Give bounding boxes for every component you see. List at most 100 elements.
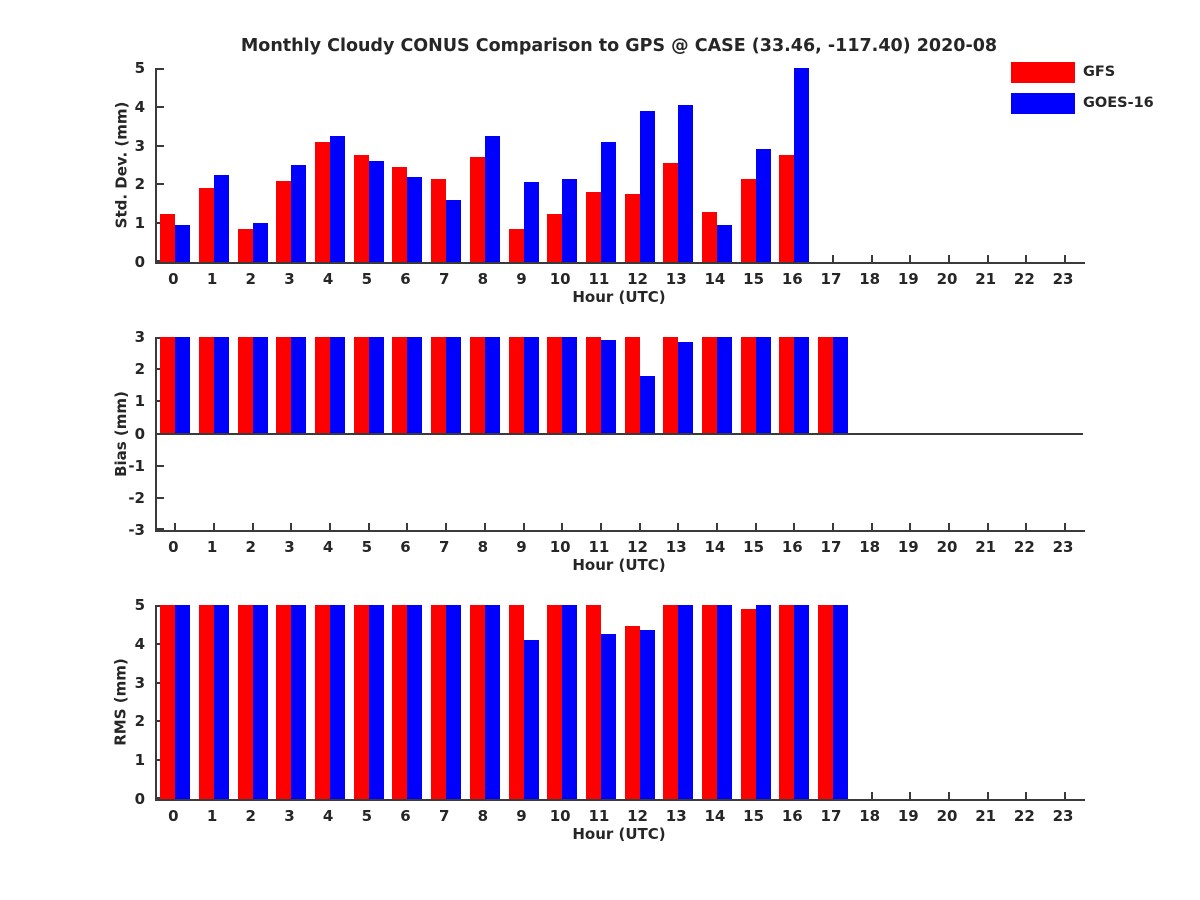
x-tick-label: 22 <box>1013 538 1035 556</box>
goes16-bar-h2 <box>252 605 268 799</box>
x-tick <box>561 523 564 530</box>
goes16-legend-swatch <box>1011 93 1075 114</box>
gfs-bar-h14 <box>701 605 717 799</box>
x-tick <box>986 255 989 262</box>
gfs-bar-h6 <box>392 605 408 799</box>
y-tick-label: 1 <box>134 392 145 411</box>
goes16-bar-h4 <box>330 337 346 434</box>
goes16-bar-h4 <box>330 135 346 262</box>
goes16-bar-h11 <box>600 634 616 799</box>
x-tick-label: 9 <box>516 807 527 825</box>
x-tick-label: 5 <box>361 270 373 288</box>
x-tick <box>793 523 796 530</box>
x-tick <box>522 523 525 530</box>
x-tick <box>1025 792 1028 799</box>
gfs-legend-swatch <box>1011 62 1075 83</box>
goes16-bar-h2 <box>252 337 268 434</box>
x-tick <box>986 523 989 530</box>
x-tick <box>677 523 680 530</box>
gfs-bar-h2 <box>237 605 253 799</box>
x-tick <box>715 523 718 530</box>
y-tick-label: -3 <box>128 521 145 539</box>
gfs-legend-label: GFS <box>1083 64 1116 80</box>
goes16-bar-h7 <box>446 605 462 799</box>
x-tick-label: 17 <box>820 538 842 556</box>
gfs-bar-h0 <box>160 213 176 262</box>
gfs-bar-h3 <box>276 605 292 799</box>
y-tick-label: 1 <box>134 214 145 233</box>
y-tick <box>157 183 164 186</box>
x-tick <box>1064 523 1067 530</box>
gfs-bar-h2 <box>237 337 253 434</box>
x-tick <box>599 523 602 530</box>
x-tick-label: 17 <box>820 807 842 825</box>
x-tick-label: 14 <box>704 270 726 288</box>
goes16-bar-h6 <box>407 605 423 799</box>
goes16-bar-h16 <box>794 68 810 262</box>
x-tick-label: 13 <box>665 807 687 825</box>
gfs-bar-h13 <box>663 337 679 434</box>
x-tick <box>1064 255 1067 262</box>
gfs-bar-h10 <box>547 213 563 262</box>
y-tick <box>157 68 164 70</box>
x-tick-label: 3 <box>284 270 295 288</box>
gfs-bar-h10 <box>547 337 563 434</box>
goes16-bar-h0 <box>175 225 191 262</box>
x-tick <box>213 523 216 530</box>
gfs-bar-h15 <box>740 178 756 262</box>
y-tick <box>157 496 164 499</box>
gfs-bar-h5 <box>353 605 369 799</box>
x-tick-label: 6 <box>400 807 411 825</box>
goes16-bar-h14 <box>716 605 732 799</box>
gfs-bar-h8 <box>469 605 485 799</box>
goes16-bar-h9 <box>523 182 539 262</box>
rms-x-axis-label: Hour (UTC) <box>572 825 666 843</box>
x-tick-label: 22 <box>1013 270 1035 288</box>
y-tick-label: 2 <box>134 360 145 379</box>
x-tick <box>754 523 757 530</box>
y-tick-label: 4 <box>134 634 145 653</box>
gfs-bar-h11 <box>585 192 601 262</box>
y-tick <box>157 464 164 467</box>
x-tick-label: 21 <box>975 270 997 288</box>
x-tick <box>290 523 293 530</box>
gfs-bar-h11 <box>585 605 601 799</box>
goes16-bar-h15 <box>755 605 771 799</box>
x-tick <box>909 255 912 262</box>
x-tick-label: 15 <box>743 538 765 556</box>
x-tick-label: 9 <box>516 270 527 288</box>
y-tick-label: 4 <box>134 97 145 116</box>
x-tick-label: 14 <box>704 807 726 825</box>
x-tick-label: 19 <box>897 538 919 556</box>
gfs-bar-h12 <box>624 194 640 262</box>
x-tick-label: 14 <box>704 538 726 556</box>
x-tick-label: 12 <box>627 807 648 825</box>
gfs-bar-h13 <box>663 163 679 262</box>
goes16-bar-h17 <box>832 337 848 434</box>
y-tick-label: 3 <box>134 136 145 155</box>
goes16-legend-label: GOES-16 <box>1083 95 1154 111</box>
goes16-bar-h13 <box>678 605 694 799</box>
gfs-bar-h6 <box>392 337 408 434</box>
goes16-bar-h8 <box>484 135 500 262</box>
x-tick-label: 23 <box>1052 270 1074 288</box>
x-tick <box>406 523 409 530</box>
y-tick <box>157 528 164 530</box>
goes16-bar-h4 <box>330 605 346 799</box>
x-tick-label: 1 <box>206 538 218 556</box>
goes16-bar-h11 <box>600 141 616 262</box>
x-tick <box>367 523 370 530</box>
y-tick-label: -2 <box>128 488 145 507</box>
x-tick-label: 18 <box>859 538 881 556</box>
y-tick-label: 3 <box>134 673 145 692</box>
goes16-bar-h9 <box>523 337 539 434</box>
x-tick <box>251 523 254 530</box>
x-tick-label: 16 <box>781 270 803 288</box>
x-tick-label: 19 <box>897 270 919 288</box>
x-tick <box>948 792 950 799</box>
y-tick-label: -1 <box>128 456 145 475</box>
goes16-bar-h5 <box>368 337 384 434</box>
x-tick-label: 12 <box>627 538 648 556</box>
gfs-bar-h15 <box>740 337 756 434</box>
